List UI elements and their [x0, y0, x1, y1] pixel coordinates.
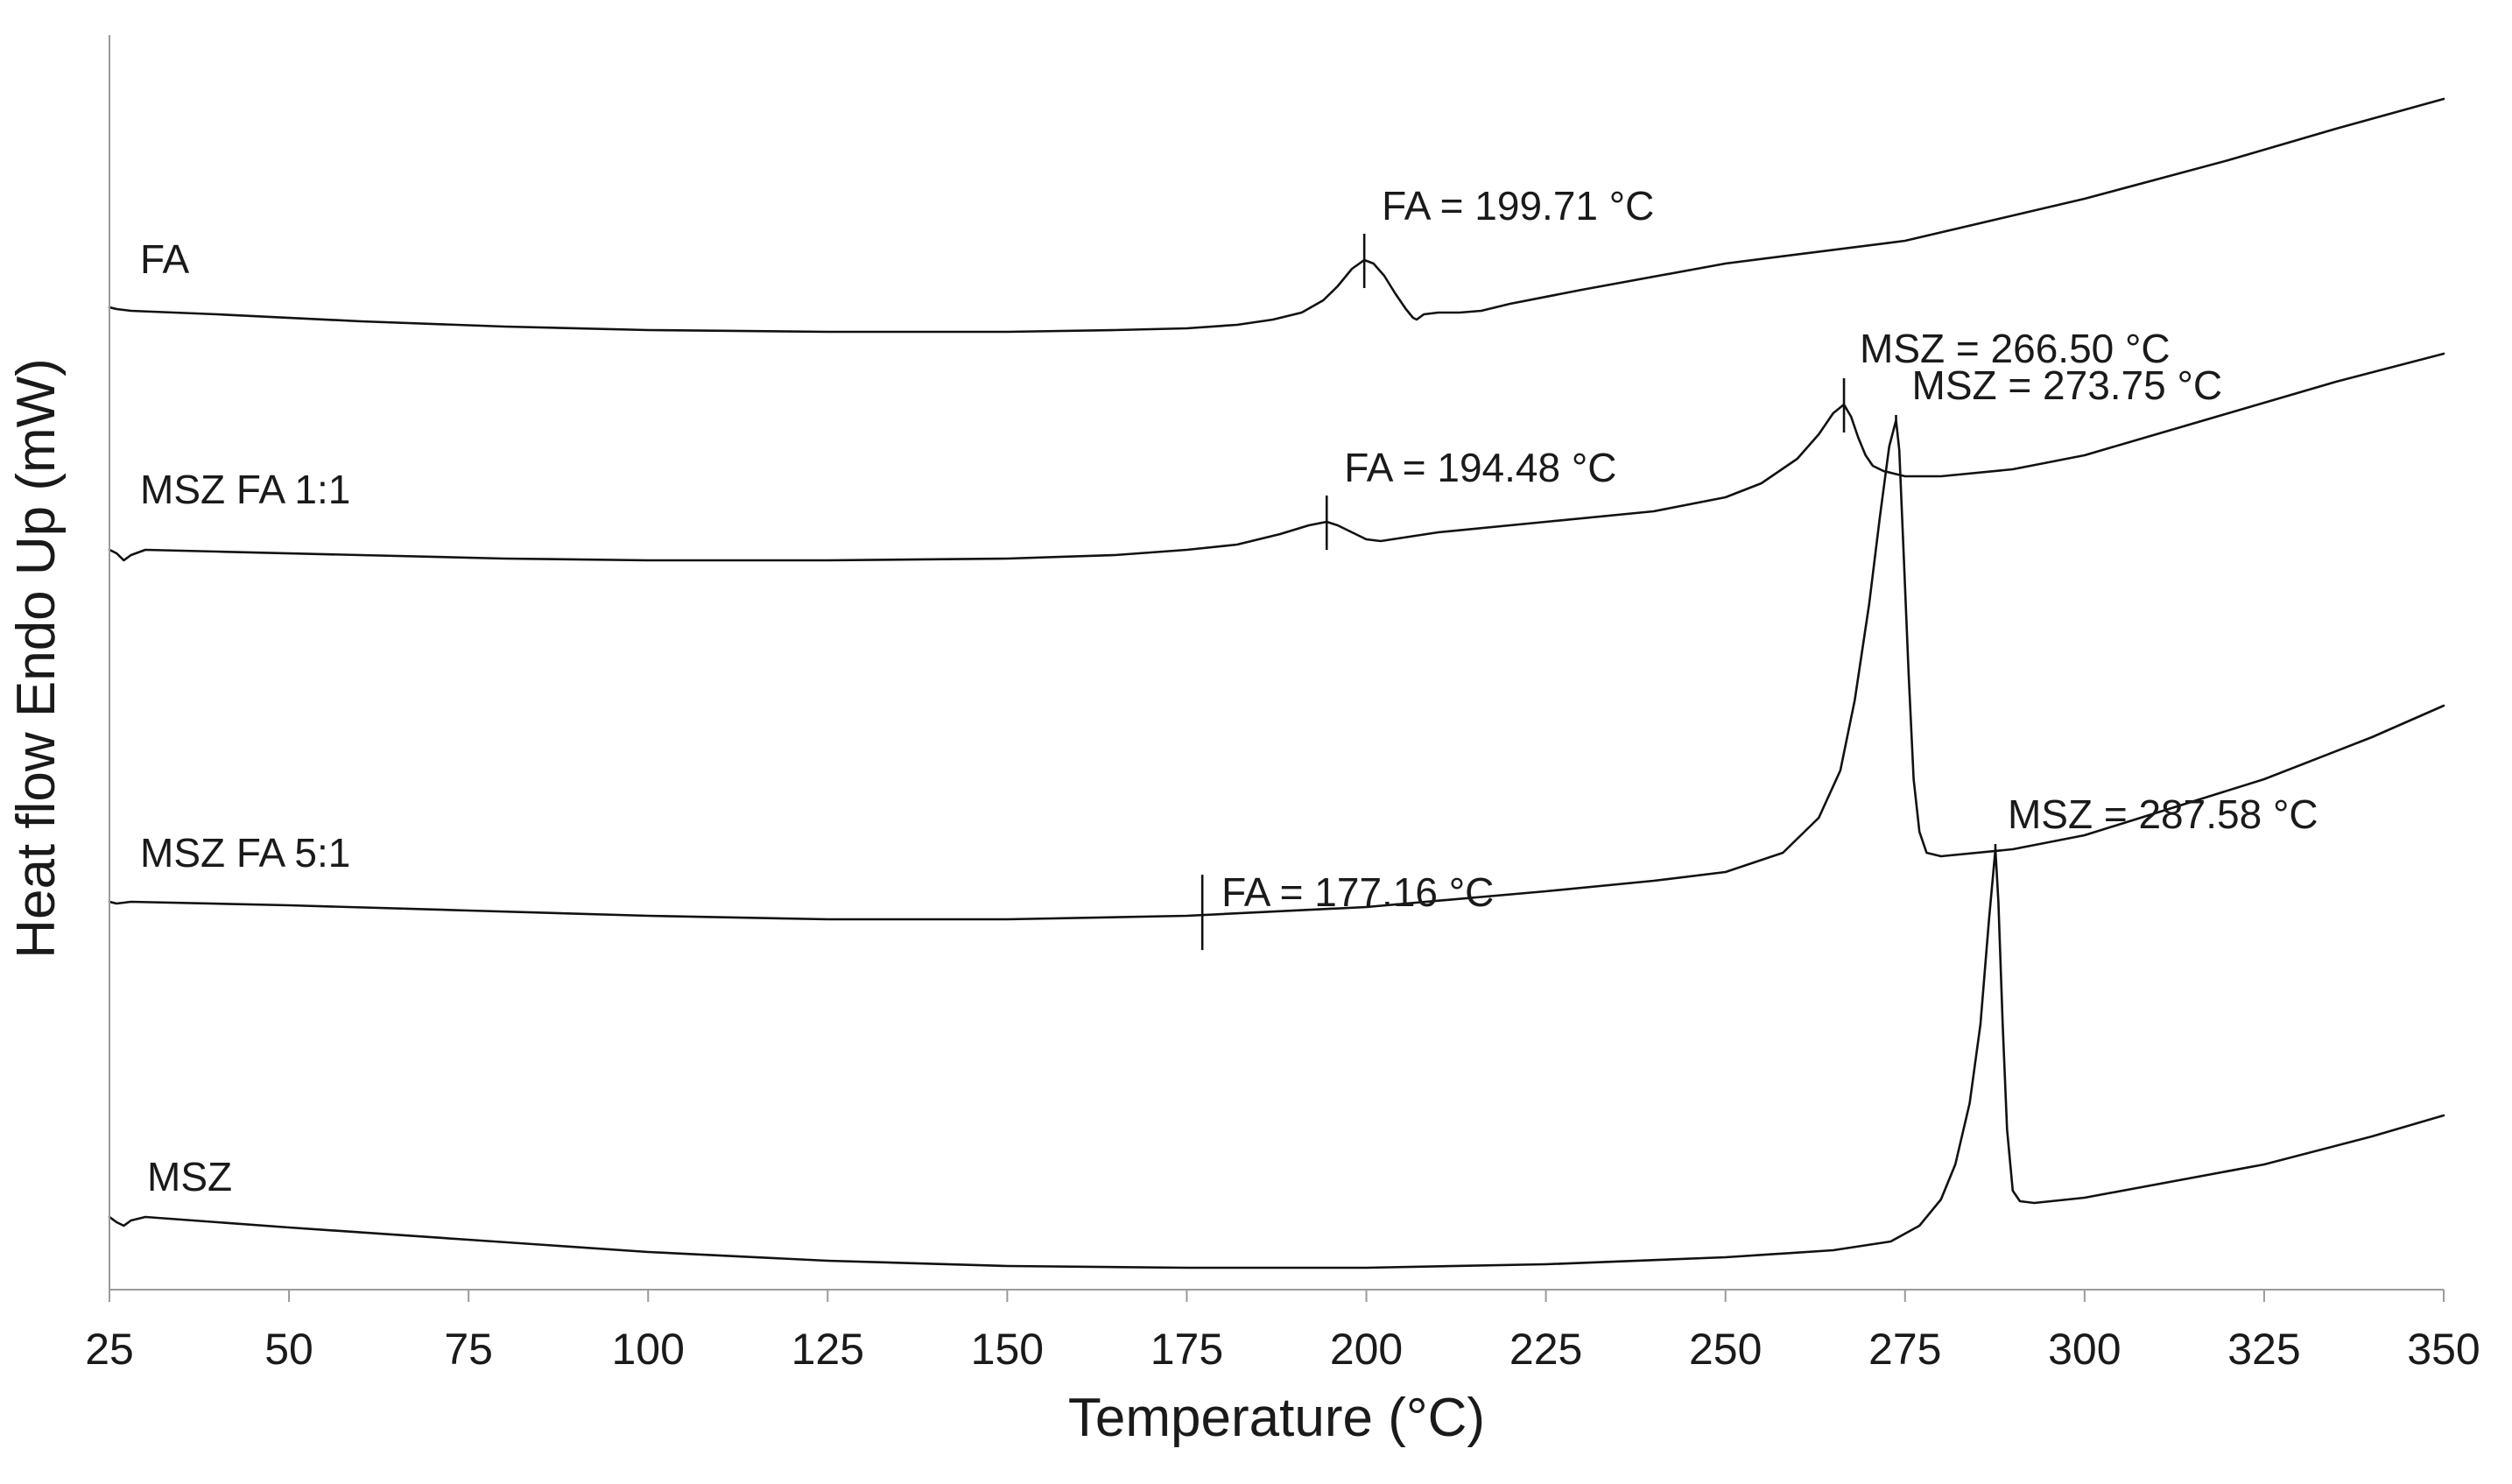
- x-tick-label: 175: [1150, 1325, 1223, 1374]
- x-tick-label: 300: [2048, 1325, 2121, 1374]
- x-tick-label: 325: [2227, 1325, 2300, 1374]
- x-axis-ticks: 25 50 75 100 125 150 175 200 225 250 275 300 325 350: [85, 1290, 2480, 1374]
- series-label: FA: [140, 236, 190, 282]
- annotation-label: MSZ = 266.50 °C: [1860, 326, 2171, 371]
- x-tick-label: 350: [2407, 1325, 2480, 1374]
- series-group: MSZ FA 1:1 FA = 194.48 °C MSZ = 266.50 °C: [108, 326, 2445, 562]
- series-line: [108, 418, 2445, 921]
- series-line: [108, 97, 2445, 334]
- x-axis-title: Temperature (°C): [1068, 1388, 1485, 1448]
- series-group: MSZ MSZ = 287.58 °C: [108, 791, 2445, 1269]
- plot-area: FA FA = 199.71 °C MSZ FA 1:1 FA = 194.48 °C…: [108, 97, 2445, 1269]
- x-tick-label: 100: [612, 1325, 685, 1374]
- x-tick-label: 275: [1868, 1325, 1941, 1374]
- annotation-label: FA = 194.48 °C: [1344, 445, 1616, 490]
- series-group: FA FA = 199.71 °C: [108, 97, 2445, 334]
- x-tick-label: 200: [1330, 1325, 1403, 1374]
- x-tick-label: 150: [971, 1325, 1044, 1374]
- series-group: MSZ FA 5:1 FA = 177.16 °C MSZ = 273.75 °C: [108, 362, 2445, 951]
- x-tick-label: 50: [264, 1325, 313, 1374]
- x-tick-label: 125: [792, 1325, 864, 1374]
- x-tick-label: 250: [1689, 1325, 1762, 1374]
- series-line: [108, 352, 2445, 562]
- series-label: MSZ: [147, 1154, 232, 1199]
- x-tick-label: 25: [85, 1325, 134, 1374]
- annotation-label: FA = 177.16 °C: [1221, 869, 1494, 915]
- annotation-label: MSZ = 287.58 °C: [2008, 791, 2318, 837]
- series-line: [108, 847, 2445, 1269]
- series-label: MSZ FA 5:1: [140, 830, 350, 876]
- x-tick-label: 75: [444, 1325, 493, 1374]
- x-tick-label: 225: [1509, 1325, 1582, 1374]
- y-axis-title: Heat flow Endo Up (mW): [6, 358, 67, 959]
- annotation-label: FA = 199.71 °C: [1382, 183, 1654, 229]
- series-label: MSZ FA 1:1: [140, 467, 350, 512]
- annotation-label: MSZ = 273.75 °C: [1912, 362, 2223, 408]
